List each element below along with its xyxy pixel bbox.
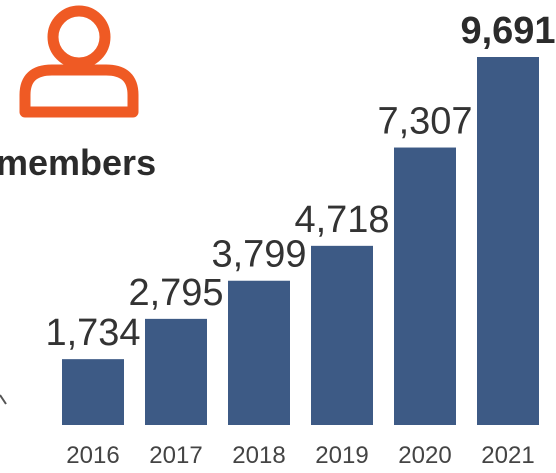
value-label-2020: 7,307 xyxy=(377,101,472,143)
x-tick-label-2016: 2016 xyxy=(66,442,119,469)
value-label-2016: 1,734 xyxy=(45,312,140,354)
bar-2020 xyxy=(394,147,456,425)
bar-2017 xyxy=(145,318,207,425)
x-tick-label-2017: 2017 xyxy=(149,442,202,469)
bar-2021 xyxy=(477,57,539,425)
x-tick-label-2018: 2018 xyxy=(232,442,285,469)
bar-2018 xyxy=(228,280,290,425)
members-label: members xyxy=(0,142,157,183)
x-tick-label-2021: 2021 xyxy=(481,442,534,469)
value-label-2021: 9,691 xyxy=(460,10,555,52)
value-label-2017: 2,795 xyxy=(128,272,223,314)
bar-2019 xyxy=(311,245,373,425)
partial-left-decoration xyxy=(0,394,7,405)
x-tick-label-2020: 2020 xyxy=(398,442,451,469)
user-icon xyxy=(19,5,139,118)
value-label-2018: 3,799 xyxy=(211,234,306,276)
value-label-2019: 4,718 xyxy=(294,199,389,241)
bar-2016 xyxy=(62,359,124,425)
x-tick-label-2019: 2019 xyxy=(315,442,368,469)
